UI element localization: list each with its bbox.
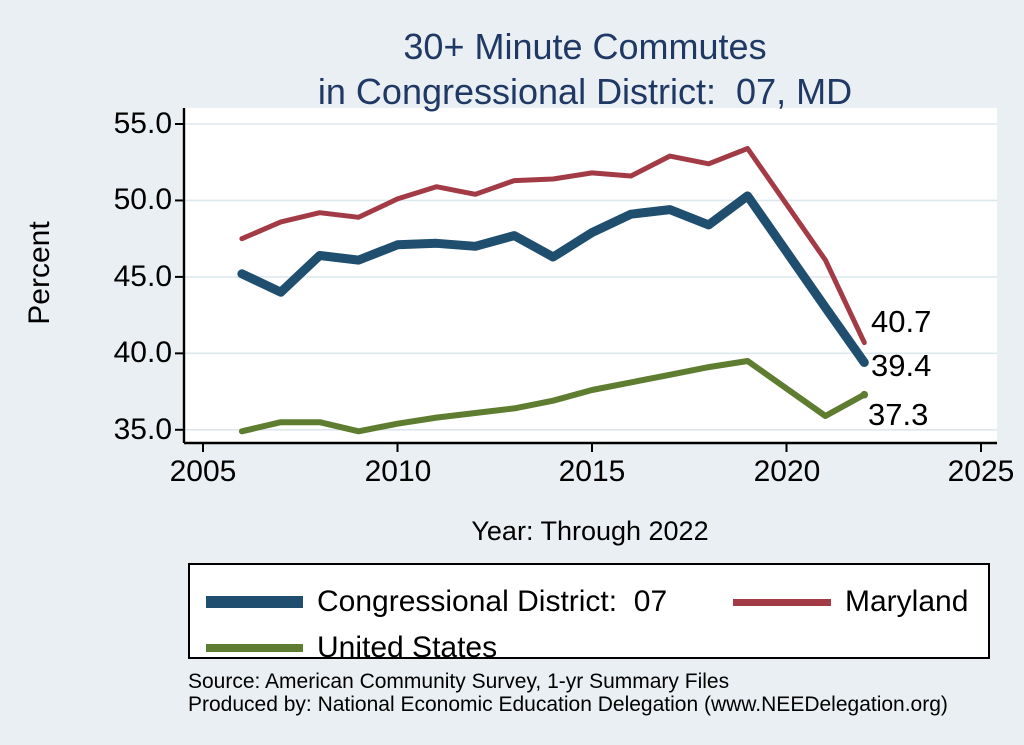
end-label-district: 39.4	[871, 348, 932, 383]
chart-title: 30+ Minute Commutes in Congressional Dis…	[185, 24, 985, 114]
chart-title-line2: in Congressional District: 07, MD	[317, 71, 853, 112]
legend-swatch-district	[206, 596, 303, 608]
x-axis-title: Year: Through 2022	[471, 516, 709, 546]
x-tick-label-2020: 2020	[753, 455, 821, 488]
legend-label-maryland: Maryland	[845, 585, 969, 618]
source-notes: Source: American Community Survey, 1-yr …	[188, 670, 948, 716]
y-tick-label-40: 40.0	[113, 336, 172, 369]
series-line	[239, 146, 867, 346]
legend-label-us: United States	[317, 631, 498, 664]
series-line	[237, 191, 869, 367]
source-line: Source: American Community Survey, 1-yr …	[188, 670, 730, 693]
plot-area	[184, 108, 997, 443]
y-tick-label-45: 45.0	[113, 260, 172, 293]
y-axis-title: Percent	[23, 221, 56, 325]
y-tick-label-35: 35.0	[113, 413, 172, 446]
y-tick-label-55: 55.0	[113, 107, 172, 140]
produced-by-line: Produced by: National Economic Education…	[188, 693, 948, 716]
x-tick-label-2005: 2005	[169, 455, 237, 488]
x-tick-label-2015: 2015	[558, 455, 626, 488]
legend-label-district: Congressional District: 07	[317, 585, 668, 618]
series-end-dot	[860, 390, 869, 399]
x-tick-label-2010: 2010	[364, 455, 432, 488]
end-label-maryland: 40.7	[871, 304, 932, 339]
end-label-us: 37.3	[868, 397, 929, 432]
legend-swatch-maryland	[733, 599, 831, 606]
y-tick-label-50: 50.0	[113, 183, 172, 216]
chart-legend: Congressional District: 07 Maryland Unit…	[188, 563, 990, 664]
chart-title-line1: 30+ Minute Commutes	[403, 26, 767, 67]
legend-swatch-us	[206, 644, 303, 652]
x-tick-label-2025: 2025	[947, 455, 1015, 488]
series-line	[238, 358, 868, 435]
